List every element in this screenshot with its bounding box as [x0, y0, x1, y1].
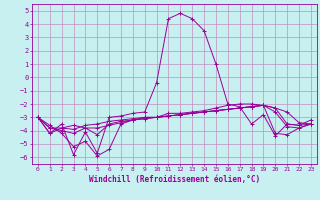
X-axis label: Windchill (Refroidissement éolien,°C): Windchill (Refroidissement éolien,°C) [89, 175, 260, 184]
